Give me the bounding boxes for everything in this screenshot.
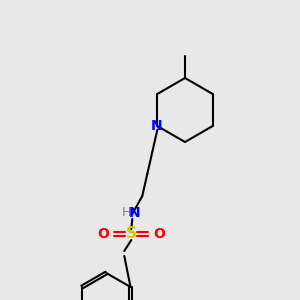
Text: O: O bbox=[97, 227, 109, 241]
Text: S: S bbox=[126, 226, 137, 242]
Text: O: O bbox=[153, 227, 165, 241]
Text: N: N bbox=[128, 206, 140, 220]
Text: N: N bbox=[151, 119, 162, 133]
Text: H: H bbox=[122, 206, 131, 220]
